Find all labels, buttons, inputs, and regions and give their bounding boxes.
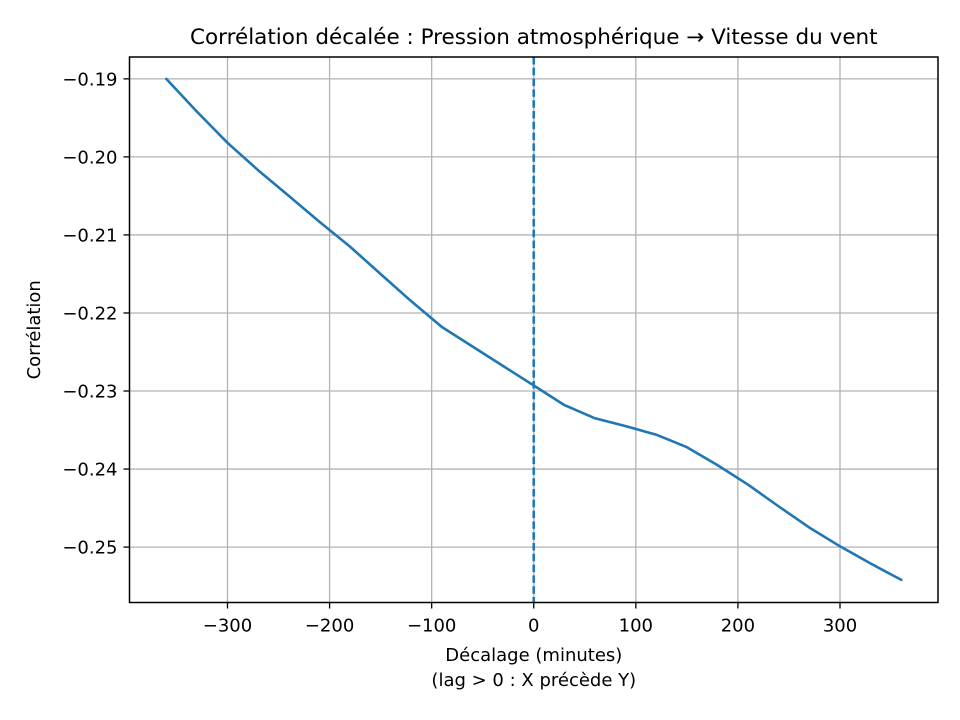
- x-axis-sublabel: (lag > 0 : X précède Y): [431, 670, 636, 691]
- x-tick-label: 200: [721, 616, 755, 637]
- correlation-line: [165, 77, 903, 582]
- plot-area: −300 −200 −100 0 100 200 300 −0.19 −0.20 −0.21 −0.…: [62, 56, 939, 637]
- y-tick-label: −0.19: [62, 69, 117, 90]
- y-tick-label: −0.23: [62, 382, 117, 403]
- x-tick-label: 100: [619, 616, 653, 637]
- x-tick-label: −100: [407, 616, 456, 637]
- y-axis-label: Corrélation: [24, 280, 45, 379]
- x-axis-label: Décalage (minutes): [445, 645, 622, 666]
- x-tick-label: −300: [203, 616, 252, 637]
- y-tick-label: −0.24: [62, 460, 117, 481]
- x-tick-label: 300: [823, 616, 857, 637]
- x-tick-label: 0: [528, 616, 539, 637]
- x-tick-label: −200: [305, 616, 354, 637]
- y-tick-label: −0.21: [62, 225, 117, 246]
- y-tick-label: −0.25: [62, 538, 117, 559]
- y-tick-label: −0.20: [62, 147, 117, 168]
- y-tick-label: −0.22: [62, 303, 117, 324]
- chart-title: Corrélation décalée : Pression atmosphér…: [190, 25, 878, 50]
